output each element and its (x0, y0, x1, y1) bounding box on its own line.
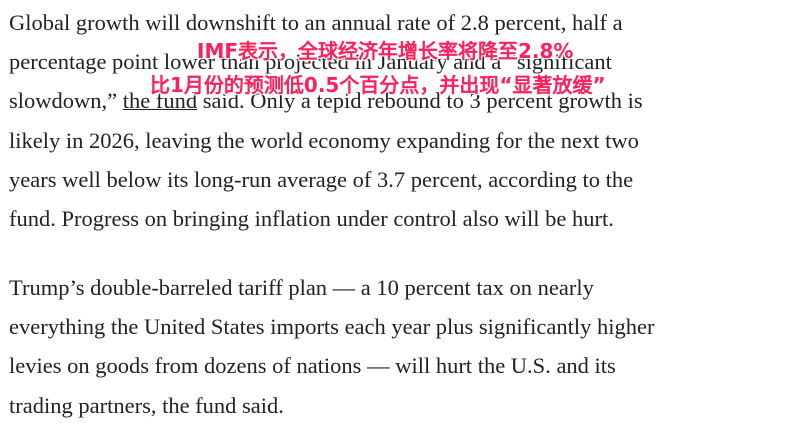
text-line: percentage point lower than projected in… (9, 49, 612, 75)
text-line: everything the United States imports eac… (9, 314, 655, 340)
text-line: Trump’s double-barreled tariff plan — a … (9, 275, 594, 300)
text-line: trading partners, the fund said. (9, 392, 284, 418)
link[interactable]: the fund (122, 88, 198, 114)
paragraph: Trump’s double-barreled tariff plan — a … (9, 268, 654, 425)
annotation: IMF表示，全球经济年增长率将降至2.8% (197, 39, 574, 63)
text-line: likely in 2026, leaving the world econom… (9, 127, 639, 153)
paragraph: Global growth will downshift to an annua… (9, 3, 643, 238)
text-segment: said. Only a tepid rebound to 3 percent … (197, 88, 643, 114)
text-line: years well below its long-run average of… (9, 166, 634, 192)
text-line: fund. Progress on bringing inflation und… (9, 206, 614, 232)
text-segment: slowdown,” (9, 88, 123, 114)
text-line: Global growth will downshift to an annua… (9, 10, 623, 35)
text-line: slowdown,” the fund said. Only a tepid r… (9, 81, 643, 120)
annotation: 比1月份的预测低0.5个百分点，并出现“显著放缓” (150, 73, 606, 97)
text-line: levies on goods from dozens of nations —… (9, 353, 616, 379)
